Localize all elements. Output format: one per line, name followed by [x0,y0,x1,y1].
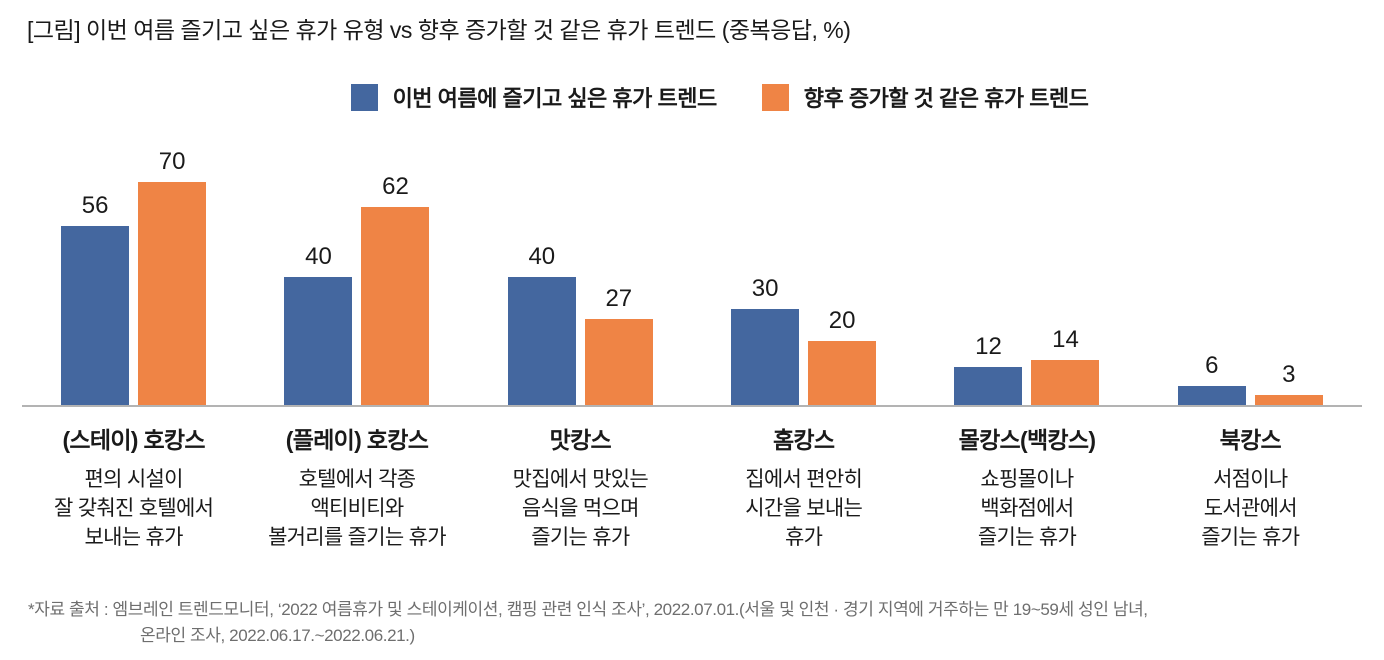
bar-this-summer [1177,386,1246,405]
description-line: 볼거리를 즐기는 휴가 [268,526,447,549]
category-name: (플레이) 호캉스 [285,427,429,453]
category-name: 몰캉스(백캉스) [958,427,1096,453]
category-description: 집에서 편안히 시간을 보내는 휴가 [692,465,915,552]
value-label: 70 [158,148,186,175]
legend-item-this-summer: 이번 여름에 즐기고 싶은 휴가 트렌드 [350,81,718,113]
bar-column: 3 [1254,361,1323,405]
category-bookcance: 북캉스 서점이나 도서관에서 즐기는 휴가 [1139,421,1362,552]
description-line: 집에서 편안히 [745,468,863,491]
description-line: 쇼핑몰이나 [980,468,1074,491]
value-label: 6 [1205,352,1219,379]
description-line: 음식을 먹으며 [521,497,640,520]
description-line: 보내는 휴가 [84,526,184,549]
bar-column: 40 [507,243,576,405]
category-stay-hocance: (스테이) 호캉스 편의 시설이 잘 갖춰진 호텔에서 보내는 휴가 [22,421,245,552]
bar-future [584,319,653,405]
bar-group-bookcance: 6 3 [1139,353,1362,405]
value-label: 30 [751,275,779,302]
bar-column: 40 [284,243,353,405]
description-line: 잘 갖춰진 호텔에서 [54,497,214,520]
category-name: 홈캉스 [772,427,835,453]
description-line: 휴가 [785,526,823,549]
bar-column: 14 [1031,326,1100,405]
bar-this-summer [284,277,353,405]
legend: 이번 여름에 즐기고 싶은 휴가 트렌드 향후 증가할 것 같은 휴가 트렌드 [55,83,1384,111]
description-line: 도서관에서 [1203,497,1298,520]
bar-this-summer [731,309,800,405]
source-note-line2: 온라인 조사, 2022.06.17.~2022.06.21.) [140,626,415,645]
description-line: 편의 시설이 [84,468,184,491]
category-play-hocance: (플레이) 호캉스 호텔에서 각종 액티비티와 볼거리를 즐기는 휴가 [245,421,468,552]
source-note-line1: *자료 출처 : 엠브레인 트렌드모니터, ‘2022 여름휴가 및 스테이케이… [28,600,1148,619]
value-label: 27 [605,285,633,312]
bar-group-stay-hocance: 56 70 [22,149,245,405]
description-line: 즐기는 휴가 [977,526,1077,549]
description-line: 시간을 보내는 [745,497,863,520]
category-homcance: 홈캉스 집에서 편안히 시간을 보내는 휴가 [692,421,915,552]
bar-column: 12 [954,333,1023,405]
bar-future [1031,360,1100,405]
chart-title: [그림] 이번 여름 즐기고 싶은 휴가 유형 vs 향후 증가할 것 같은 휴… [27,17,851,43]
category-matcance: 맛캉스 맛집에서 맛있는 음식을 먹으며 즐기는 휴가 [469,421,692,552]
category-description: 서점이나 도서관에서 즐기는 휴가 [1139,465,1362,552]
category-name: 맛캉스 [549,427,612,453]
category-description: 맛집에서 맛있는 음식을 먹으며 즐기는 휴가 [469,465,692,552]
plot-area: 56 70 40 62 40 [22,139,1362,405]
value-label: 12 [975,333,1002,360]
bar-future [361,207,430,405]
value-label: 3 [1282,361,1296,388]
value-label: 40 [305,243,332,270]
category-description: 편의 시설이 잘 갖춰진 호텔에서 보내는 휴가 [22,465,245,552]
description-line: 즐기는 휴가 [1201,526,1300,549]
source-note: *자료 출처 : 엠브레인 트렌드모니터, ‘2022 여름휴가 및 스테이케이… [28,597,1384,649]
category-description: 호텔에서 각종 액티비티와 볼거리를 즐기는 휴가 [245,465,468,552]
bar-future [138,182,207,405]
bar-this-summer [507,277,576,405]
bar-chart: 56 70 40 62 40 [0,139,1384,552]
bar-column: 6 [1177,352,1246,405]
x-axis-line [22,405,1362,407]
bar-group-play-hocance: 40 62 [245,174,468,405]
bar-this-summer [61,226,130,405]
bar-column: 70 [138,148,207,405]
legend-label-this-summer: 이번 여름에 즐기고 싶은 휴가 트렌드 [392,86,718,111]
value-label: 20 [828,307,856,334]
legend-item-future: 향후 증가할 것 같은 휴가 트렌드 [761,81,1089,113]
description-line: 백화점에서 [980,497,1074,520]
description-line: 액티비티와 [310,497,404,520]
category-name: 북캉스 [1219,427,1282,453]
legend-label-future: 향후 증가할 것 같은 휴가 트렌드 [803,86,1089,111]
description-line: 즐기는 휴가 [531,526,630,549]
value-label: 56 [81,192,109,219]
category-molcance: 몰캉스(백캉스) 쇼핑몰이나 백화점에서 즐기는 휴가 [915,421,1138,552]
bar-column: 56 [61,192,130,405]
bar-column: 27 [584,285,653,405]
bar-column: 62 [361,173,430,405]
category-description: 쇼핑몰이나 백화점에서 즐기는 휴가 [915,465,1138,552]
bar-group-homcance: 30 20 [692,276,915,405]
category-name: (스테이) 호캉스 [62,427,205,453]
legend-swatch-orange [761,83,789,111]
bar-group-matcance: 40 27 [469,244,692,405]
bar-column: 30 [731,275,800,405]
category-labels: (스테이) 호캉스 편의 시설이 잘 갖춰진 호텔에서 보내는 휴가 (플레이)… [22,421,1362,552]
bar-this-summer [954,367,1023,405]
bar-future [1254,395,1323,405]
bar-column: 20 [808,307,877,405]
description-line: 호텔에서 각종 [298,468,417,491]
bar-future [808,341,877,405]
value-label: 62 [382,173,409,200]
value-label: 14 [1052,326,1079,353]
description-line: 서점이나 [1213,468,1288,491]
description-line: 맛집에서 맛있는 [512,468,649,491]
bar-group-molcance: 12 14 [915,327,1138,405]
value-label: 40 [528,243,556,270]
legend-swatch-blue [350,83,378,111]
